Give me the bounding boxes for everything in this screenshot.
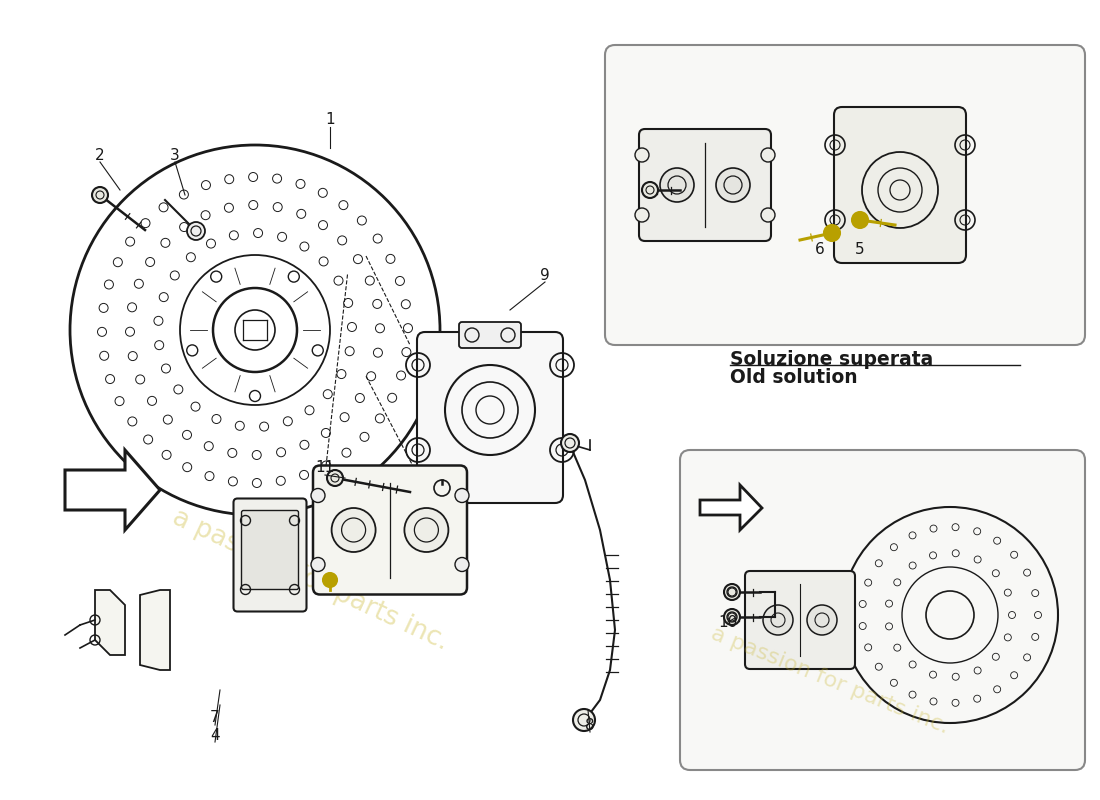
Circle shape	[660, 168, 694, 202]
Circle shape	[455, 489, 469, 502]
Text: 8: 8	[585, 718, 595, 733]
Polygon shape	[700, 485, 762, 530]
Circle shape	[852, 212, 868, 228]
FancyBboxPatch shape	[242, 510, 298, 590]
Text: Soluzione superata: Soluzione superata	[730, 350, 933, 369]
Circle shape	[642, 182, 658, 198]
Text: a passion for parts inc.: a passion for parts inc.	[708, 623, 952, 737]
Circle shape	[561, 434, 579, 452]
Circle shape	[716, 168, 750, 202]
FancyBboxPatch shape	[834, 107, 966, 263]
Circle shape	[405, 508, 449, 552]
FancyBboxPatch shape	[639, 129, 771, 241]
Polygon shape	[95, 590, 125, 655]
Polygon shape	[65, 450, 160, 530]
Circle shape	[728, 613, 736, 621]
Text: 11: 11	[316, 461, 334, 475]
Circle shape	[331, 508, 375, 552]
Circle shape	[455, 558, 469, 571]
Text: 6: 6	[815, 242, 825, 258]
Circle shape	[96, 191, 104, 199]
Text: Old solution: Old solution	[730, 368, 858, 387]
Circle shape	[724, 609, 740, 625]
Circle shape	[824, 225, 840, 241]
FancyBboxPatch shape	[459, 322, 521, 348]
FancyBboxPatch shape	[314, 466, 468, 594]
Circle shape	[761, 148, 776, 162]
Circle shape	[311, 558, 324, 571]
Circle shape	[311, 489, 324, 502]
FancyBboxPatch shape	[417, 332, 563, 503]
Text: 5: 5	[855, 242, 865, 258]
Text: 4: 4	[210, 727, 220, 742]
FancyBboxPatch shape	[745, 571, 855, 669]
Circle shape	[573, 709, 595, 731]
Circle shape	[807, 605, 837, 635]
Circle shape	[763, 605, 793, 635]
Circle shape	[724, 584, 740, 600]
Circle shape	[646, 186, 654, 194]
Circle shape	[323, 573, 337, 587]
Text: 7: 7	[210, 710, 220, 726]
Circle shape	[828, 229, 836, 237]
Circle shape	[92, 187, 108, 203]
FancyBboxPatch shape	[605, 45, 1085, 345]
FancyBboxPatch shape	[233, 498, 307, 611]
Circle shape	[187, 222, 205, 240]
Circle shape	[728, 588, 736, 596]
Circle shape	[635, 148, 649, 162]
Text: 3: 3	[170, 147, 180, 162]
Polygon shape	[140, 590, 170, 670]
Circle shape	[856, 216, 864, 224]
Circle shape	[327, 470, 343, 486]
Circle shape	[635, 208, 649, 222]
FancyBboxPatch shape	[680, 450, 1085, 770]
Circle shape	[331, 474, 339, 482]
Text: 9: 9	[540, 267, 550, 282]
Circle shape	[761, 208, 776, 222]
Text: 2: 2	[96, 147, 104, 162]
Text: 1: 1	[326, 113, 334, 127]
Text: a passion for parts inc.: a passion for parts inc.	[167, 505, 452, 655]
Text: 10: 10	[718, 615, 738, 630]
